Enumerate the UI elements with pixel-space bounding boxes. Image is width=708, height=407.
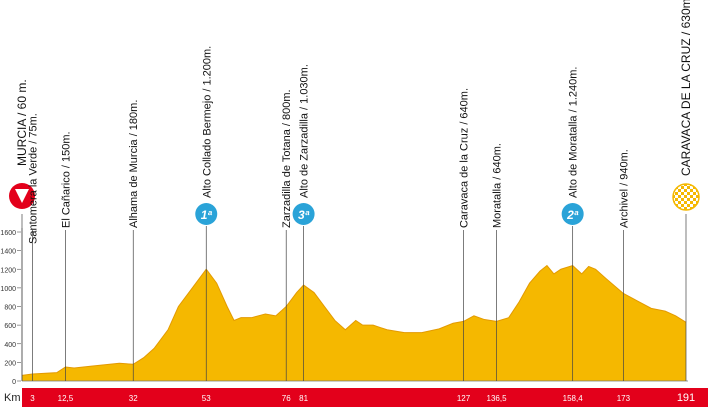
x-tick-label: 32 xyxy=(129,394,138,403)
x-tick-label: 127 xyxy=(457,394,471,403)
category-label: 1ª xyxy=(201,208,213,222)
waypoint-label: Santomera la Verde / 75m. xyxy=(27,113,39,244)
y-tick-label: 1400 xyxy=(0,249,16,256)
waypoint-label: Archivel / 940m. xyxy=(618,149,630,228)
y-tick-label: 0 xyxy=(12,379,16,386)
waypoint-label: Alto de Moratalla / 1.240m. xyxy=(568,67,580,198)
km-bar xyxy=(22,388,708,407)
waypoint-label: Moratalla / 640m. xyxy=(492,143,504,228)
x-tick-label: 136,5 xyxy=(487,394,508,403)
category-badge xyxy=(195,203,218,225)
x-tick-label: 53 xyxy=(202,394,211,403)
x-tick-label: 173 xyxy=(617,394,631,403)
x-tick-label: 81 xyxy=(299,394,308,403)
category-label: 3ª xyxy=(298,208,310,222)
x-tick-label: 76 xyxy=(282,394,291,403)
y-tick-label: 600 xyxy=(4,323,16,330)
waypoint-label: Alto de Zarzadilla / 1.030m. xyxy=(299,64,311,198)
x-tick-label: 12,5 xyxy=(58,394,74,403)
waypoint-label: Alto Collado Bermejo / 1.200m. xyxy=(201,46,213,198)
waypoint-label: Zarzadilla de Totana / 800m. xyxy=(281,89,293,228)
waypoint-label: Alhama de Murcia / 180m. xyxy=(128,100,140,228)
finish-icon xyxy=(672,183,700,211)
y-tick-label: 400 xyxy=(4,342,16,349)
x-tick-label: 191 xyxy=(677,392,695,404)
y-tick-label: 800 xyxy=(4,305,16,312)
x-tick-label: 158,4 xyxy=(563,394,584,403)
waypoint-label: Caravaca de la Cruz / 640m. xyxy=(459,88,471,228)
category-badge xyxy=(292,203,315,225)
waypoint-label: CARAVACA DE LA CRUZ / 630m. xyxy=(679,0,693,176)
category-badge xyxy=(561,203,584,225)
category-label: 2ª xyxy=(566,208,579,222)
y-tick-label: 1200 xyxy=(0,267,16,274)
waypoint-label: El Cañarico / 150m. xyxy=(60,131,72,228)
waypoint-label: MURCIA / 60 m. xyxy=(15,79,29,166)
elevation-line xyxy=(21,264,687,376)
y-tick-label: 200 xyxy=(4,360,16,367)
x-axis-label: Km xyxy=(4,392,21,404)
start-arrow xyxy=(15,189,29,203)
y-tick-label: 1000 xyxy=(0,286,16,293)
y-tick-label: 1600 xyxy=(0,230,16,237)
x-tick-label: 3 xyxy=(30,394,35,403)
